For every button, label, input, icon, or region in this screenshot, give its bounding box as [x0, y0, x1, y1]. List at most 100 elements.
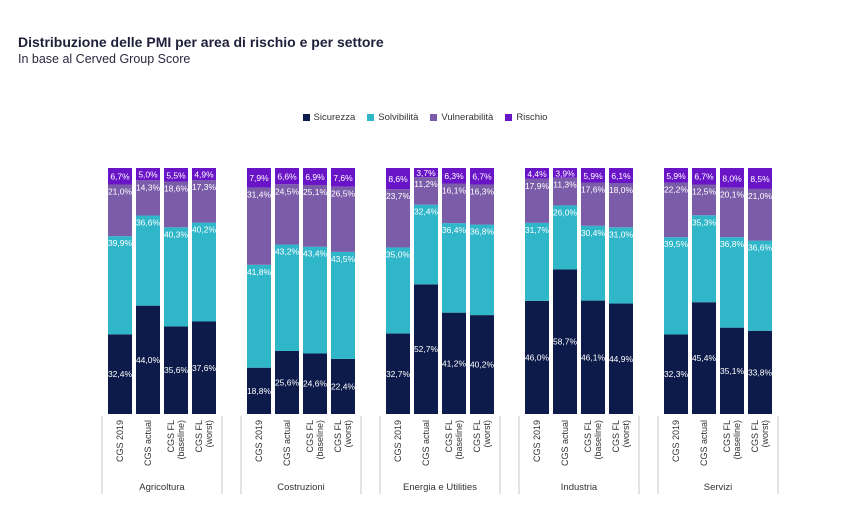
- data-label: 37,6%: [192, 363, 217, 373]
- data-label: 25,6%: [275, 377, 300, 387]
- data-label: 32,3%: [664, 369, 689, 379]
- data-label: 20,1%: [720, 190, 745, 200]
- data-label: 40,2%: [470, 360, 495, 370]
- tick-label: CGS FL(worst): [750, 420, 770, 453]
- bar-segment-solvibilita: [164, 227, 188, 327]
- bar-segment-sicurezza: [470, 315, 494, 414]
- bar-segment-rischio: [664, 168, 688, 183]
- data-label: 11,3%: [553, 180, 577, 190]
- bar-segment-solvibilita: [470, 224, 494, 316]
- tick-label-line: CGS FL: [583, 420, 593, 453]
- data-label: 5,9%: [583, 171, 603, 181]
- bar-segment-vulnerabilita: [692, 184, 716, 216]
- bar-segment-rischio: [609, 168, 633, 184]
- tick-label-line: CGS FL: [444, 420, 454, 453]
- tick-label-line: (worst): [621, 420, 631, 448]
- bar-segment-vulnerabilita: [386, 189, 410, 248]
- bar-segment-sicurezza: [442, 312, 466, 414]
- bar-segment-solvibilita: [275, 244, 299, 351]
- bar-segment-sicurezza: [331, 358, 355, 414]
- data-label: 23,7%: [386, 191, 411, 201]
- bar-segment-vulnerabilita: [720, 187, 744, 238]
- data-label: 58,7%: [553, 337, 578, 347]
- data-label: 32,7%: [386, 369, 411, 379]
- bar-segment-solvibilita: [108, 236, 132, 335]
- tick-label-line: (baseline): [454, 420, 464, 460]
- bar-segment-rischio: [748, 168, 772, 189]
- data-label: 21,0%: [108, 186, 133, 196]
- tick-label: CGS 2019: [115, 420, 125, 462]
- tick-label-line: CGS 2019: [532, 420, 542, 462]
- data-label: 36,6%: [748, 243, 773, 253]
- data-label: 6,7%: [472, 172, 492, 182]
- legend-swatch: [302, 114, 310, 121]
- data-label: 6,6%: [277, 172, 297, 182]
- data-label: 8,5%: [750, 174, 770, 184]
- legend-label: Sicurezza: [313, 112, 356, 123]
- bar-segment-solvibilita: [247, 264, 271, 368]
- bar-segment-sicurezza: [553, 269, 577, 414]
- data-label: 6,1%: [611, 171, 631, 181]
- bar-segment-rischio: [470, 168, 494, 185]
- category-label: Costruzioni: [277, 482, 325, 493]
- legend-label: Vulnerabilità: [441, 112, 494, 123]
- category-label: Agricoltura: [139, 482, 185, 493]
- tick-label-line: (baseline): [732, 420, 742, 460]
- data-label: 8,6%: [388, 174, 408, 184]
- bar-segment-sicurezza: [192, 321, 216, 414]
- tick-label: CGS FL(worst): [472, 420, 492, 453]
- data-label: 18,0%: [609, 185, 634, 195]
- tick-label-line: (baseline): [593, 420, 603, 460]
- bar-segment-solvibilita: [442, 223, 466, 313]
- data-label: 46,0%: [525, 352, 550, 362]
- data-label: 40,2%: [192, 225, 217, 235]
- data-label: 36,4%: [442, 225, 467, 235]
- bar-segment-vulnerabilita: [525, 178, 549, 223]
- tick-label-line: (worst): [760, 420, 770, 448]
- tick-label-line: CGS actual: [143, 420, 153, 466]
- data-label: 31,7%: [525, 225, 550, 235]
- bar-segment-vulnerabilita: [275, 184, 299, 245]
- legend-item-solvibilita: Solvibilità: [367, 112, 418, 123]
- data-label: 6,3%: [444, 171, 464, 181]
- data-label: 17,9%: [525, 181, 550, 191]
- bar-segment-sicurezza: [609, 303, 633, 414]
- bar-segment-sicurezza: [664, 334, 688, 414]
- tick-label: CGS 2019: [671, 420, 681, 462]
- bar-segment-rischio: [164, 168, 188, 182]
- bar-segment-solvibilita: [331, 251, 355, 359]
- data-label: 4,9%: [194, 170, 214, 180]
- data-label: 41,8%: [247, 267, 272, 277]
- bar-segment-vulnerabilita: [664, 182, 688, 238]
- data-label: 24,6%: [303, 379, 328, 389]
- data-label: 44,0%: [136, 355, 161, 365]
- data-label: 26,0%: [553, 207, 578, 217]
- bar-segment-rischio: [553, 168, 577, 178]
- legend-swatch: [367, 114, 375, 121]
- tick-label: CGS FL(baseline): [444, 420, 464, 460]
- data-label: 36,8%: [470, 227, 495, 237]
- tick-label: CGS FL(worst): [194, 420, 214, 453]
- data-label: 3,9%: [555, 168, 575, 178]
- data-label: 4,4%: [527, 169, 547, 179]
- chart-title: Distribuzione delle PMI per area di risc…: [18, 34, 384, 50]
- category-label: Servizi: [704, 482, 733, 493]
- data-label: 14,3%: [136, 182, 161, 192]
- data-label: 5,0%: [138, 170, 158, 180]
- data-label: 6,7%: [694, 172, 714, 182]
- bar-segment-vulnerabilita: [108, 184, 132, 237]
- legend-label: Solvibilità: [378, 112, 419, 123]
- bar-segment-vulnerabilita: [331, 186, 355, 252]
- bar-segment-solvibilita: [414, 204, 438, 285]
- bar-segment-vulnerabilita: [442, 183, 466, 224]
- tick-label: CGS actual: [699, 420, 709, 466]
- bar-segment-solvibilita: [386, 247, 410, 334]
- tick-label-line: CGS FL: [472, 420, 482, 453]
- bar-segment-sicurezza: [108, 334, 132, 414]
- tick-label-line: CGS 2019: [254, 420, 264, 462]
- data-label: 18,8%: [247, 386, 272, 396]
- tick-label-line: CGS 2019: [393, 420, 403, 462]
- legend-swatch: [430, 114, 438, 121]
- tick-label-line: (baseline): [315, 420, 325, 460]
- data-label: 7,6%: [333, 173, 353, 183]
